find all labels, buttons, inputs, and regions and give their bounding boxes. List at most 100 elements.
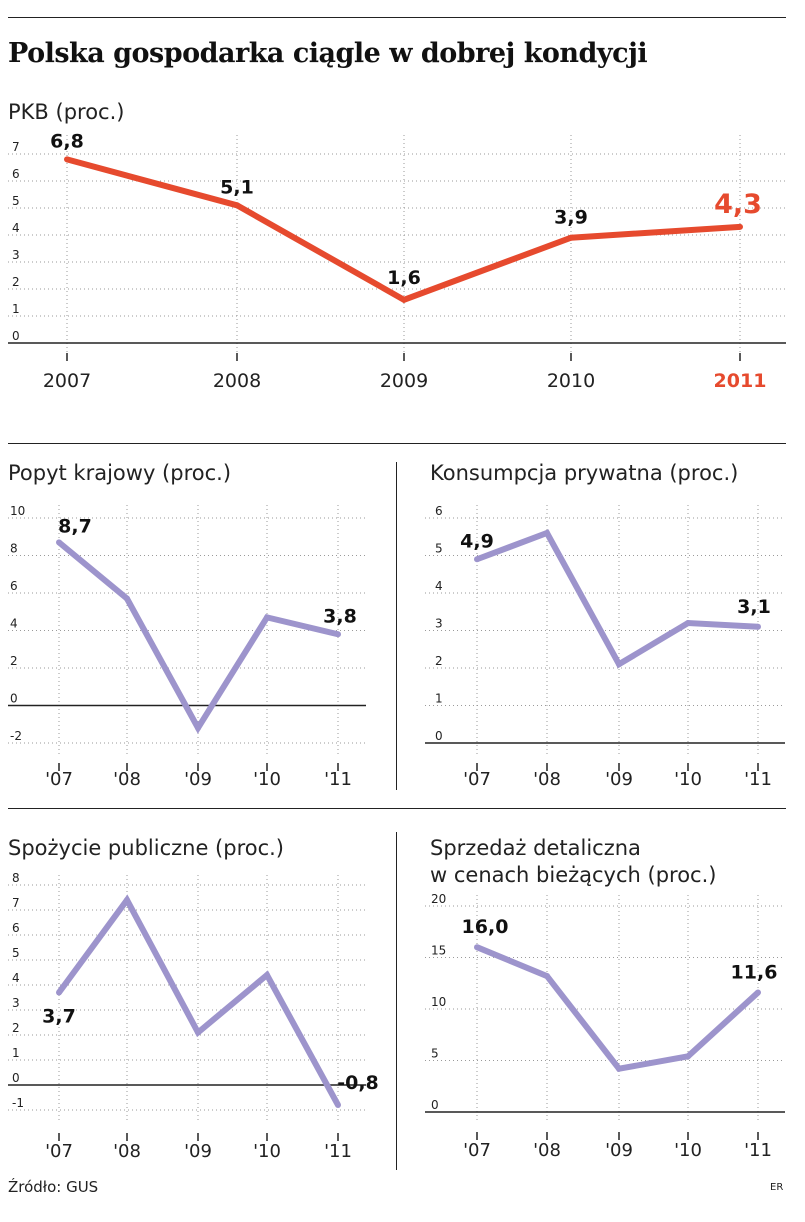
- x-tick-label: '10: [253, 1141, 281, 1162]
- x-tick-label: 2011: [714, 370, 767, 392]
- x-tick-label: '11: [324, 1141, 352, 1162]
- section-divider-2: [8, 808, 786, 809]
- data-label: 16,0: [462, 916, 509, 938]
- data-point: [755, 623, 761, 630]
- data-label: 3,9: [554, 207, 588, 229]
- y-tick-label: 5: [12, 946, 20, 960]
- x-tick-label: '09: [184, 769, 212, 790]
- data-point: [544, 973, 550, 980]
- data-label: 1,6: [387, 267, 421, 289]
- series-line: [475, 529, 759, 669]
- y-tick-label: 0: [435, 729, 443, 743]
- y-tick-label: -2: [10, 729, 22, 743]
- y-tick-label: 6: [12, 167, 20, 181]
- y-tick-label: 1: [12, 1046, 20, 1060]
- y-tick-label: 10: [431, 995, 446, 1009]
- data-label: 4,3: [714, 189, 762, 220]
- y-tick-label: 1: [435, 692, 443, 706]
- data-point: [124, 595, 130, 602]
- data-label: 5,1: [220, 176, 254, 198]
- x-tick-label: '09: [605, 769, 633, 790]
- x-tick-label: 2008: [213, 370, 261, 392]
- x-tick-label: '08: [533, 1140, 561, 1161]
- y-tick-label: 6: [10, 579, 18, 593]
- y-tick-label: 0: [10, 692, 18, 706]
- y-tick-label: 3: [435, 617, 443, 631]
- y-tick-label: 0: [431, 1098, 439, 1112]
- data-point: [195, 1029, 201, 1036]
- x-tick-label: '09: [184, 1141, 212, 1162]
- pkb-chart-title: PKB (proc.): [8, 100, 125, 124]
- y-tick-label: 10: [10, 504, 25, 518]
- data-point: [401, 296, 407, 303]
- popyt-chart: -2 0 2 4 6 8 10 '07 '08 '09 '10 '11 8,7 3,8: [8, 504, 366, 790]
- data-point: [616, 661, 622, 668]
- x-tick-label: '07: [463, 769, 491, 790]
- y-tick-label: 0: [12, 329, 20, 343]
- y-tick-label: -1: [12, 1096, 24, 1110]
- y-tick-label: 6: [12, 921, 20, 935]
- y-tick-label: 3: [12, 248, 20, 262]
- y-tick-label: 4: [435, 579, 443, 593]
- x-tick-label: '07: [45, 769, 73, 790]
- pkb-chart: 0 1 2 3 4 5 6 7 2007 2008 2009 2010 2011 6,8 5,1 1,6 3,9…: [8, 130, 786, 392]
- y-tick-label: 6: [435, 504, 443, 518]
- data-point: [474, 944, 480, 951]
- column-divider-bottom: [396, 832, 397, 1170]
- data-point: [335, 631, 341, 638]
- y-tick-label: 5: [431, 1047, 439, 1061]
- y-tick-label: 7: [12, 140, 20, 154]
- x-tick-label: '10: [674, 769, 702, 790]
- y-tick-label: 3: [12, 996, 20, 1010]
- data-label: 3,1: [737, 596, 771, 618]
- y-tick-label: 2: [12, 275, 20, 289]
- data-point: [56, 539, 62, 546]
- data-point: [56, 989, 62, 996]
- data-point: [234, 202, 240, 209]
- y-tick-label: 0: [12, 1071, 20, 1085]
- y-tick-label: 2: [10, 654, 18, 668]
- data-label: 4,9: [460, 530, 494, 552]
- spozycie-chart: -1 0 1 2 3 4 5 6 7 8 '07 '08 '09 '10 '11 3,7 -0,8: [8, 871, 379, 1162]
- data-point: [616, 1065, 622, 1072]
- data-point: [124, 897, 130, 903]
- data-point: [264, 972, 270, 978]
- x-tick-label: '07: [45, 1141, 73, 1162]
- data-label: 3,7: [42, 1006, 76, 1028]
- data-point: [737, 223, 743, 230]
- data-point: [264, 614, 270, 621]
- x-tick-label: '09: [605, 1140, 633, 1161]
- y-tick-label: 2: [435, 654, 443, 668]
- y-tick-label: 20: [431, 892, 446, 906]
- x-tick-label: '08: [113, 769, 141, 790]
- y-tick-label: 15: [431, 944, 446, 958]
- data-label: 8,7: [58, 515, 92, 537]
- x-tick-label: '11: [324, 769, 352, 790]
- sprzedaz-chart: 0 5 10 15 20 '07 '08 '09 '10 '11 16,0 11,6: [425, 892, 785, 1161]
- series-line: [56, 894, 341, 1107]
- x-tick-label: '07: [463, 1140, 491, 1161]
- data-point: [195, 725, 201, 731]
- top-rule: [8, 17, 786, 18]
- x-tick-label: 2010: [547, 370, 595, 392]
- data-label: 3,8: [323, 605, 357, 627]
- x-tick-label: 2007: [43, 370, 91, 392]
- y-tick-label: 7: [12, 896, 20, 910]
- author-credit: ER: [770, 1182, 784, 1193]
- y-tick-label: 2: [12, 1021, 20, 1035]
- column-divider-top: [396, 462, 397, 790]
- x-tick-label: '10: [674, 1140, 702, 1161]
- y-tick-label: 5: [12, 194, 20, 208]
- popyt-chart-title: Popyt krajowy (proc.): [8, 461, 232, 485]
- data-label: -0,8: [337, 1072, 379, 1094]
- x-tick-label: '10: [253, 769, 281, 790]
- x-tick-label: '08: [113, 1141, 141, 1162]
- data-point: [474, 556, 480, 563]
- y-tick-label: 5: [435, 542, 443, 556]
- x-tick-label: '11: [744, 1140, 772, 1161]
- y-tick-label: 8: [12, 871, 20, 885]
- section-divider-1: [8, 443, 786, 444]
- series-line: [57, 540, 339, 734]
- y-tick-label: 1: [12, 302, 20, 316]
- y-tick-label: 4: [12, 971, 20, 985]
